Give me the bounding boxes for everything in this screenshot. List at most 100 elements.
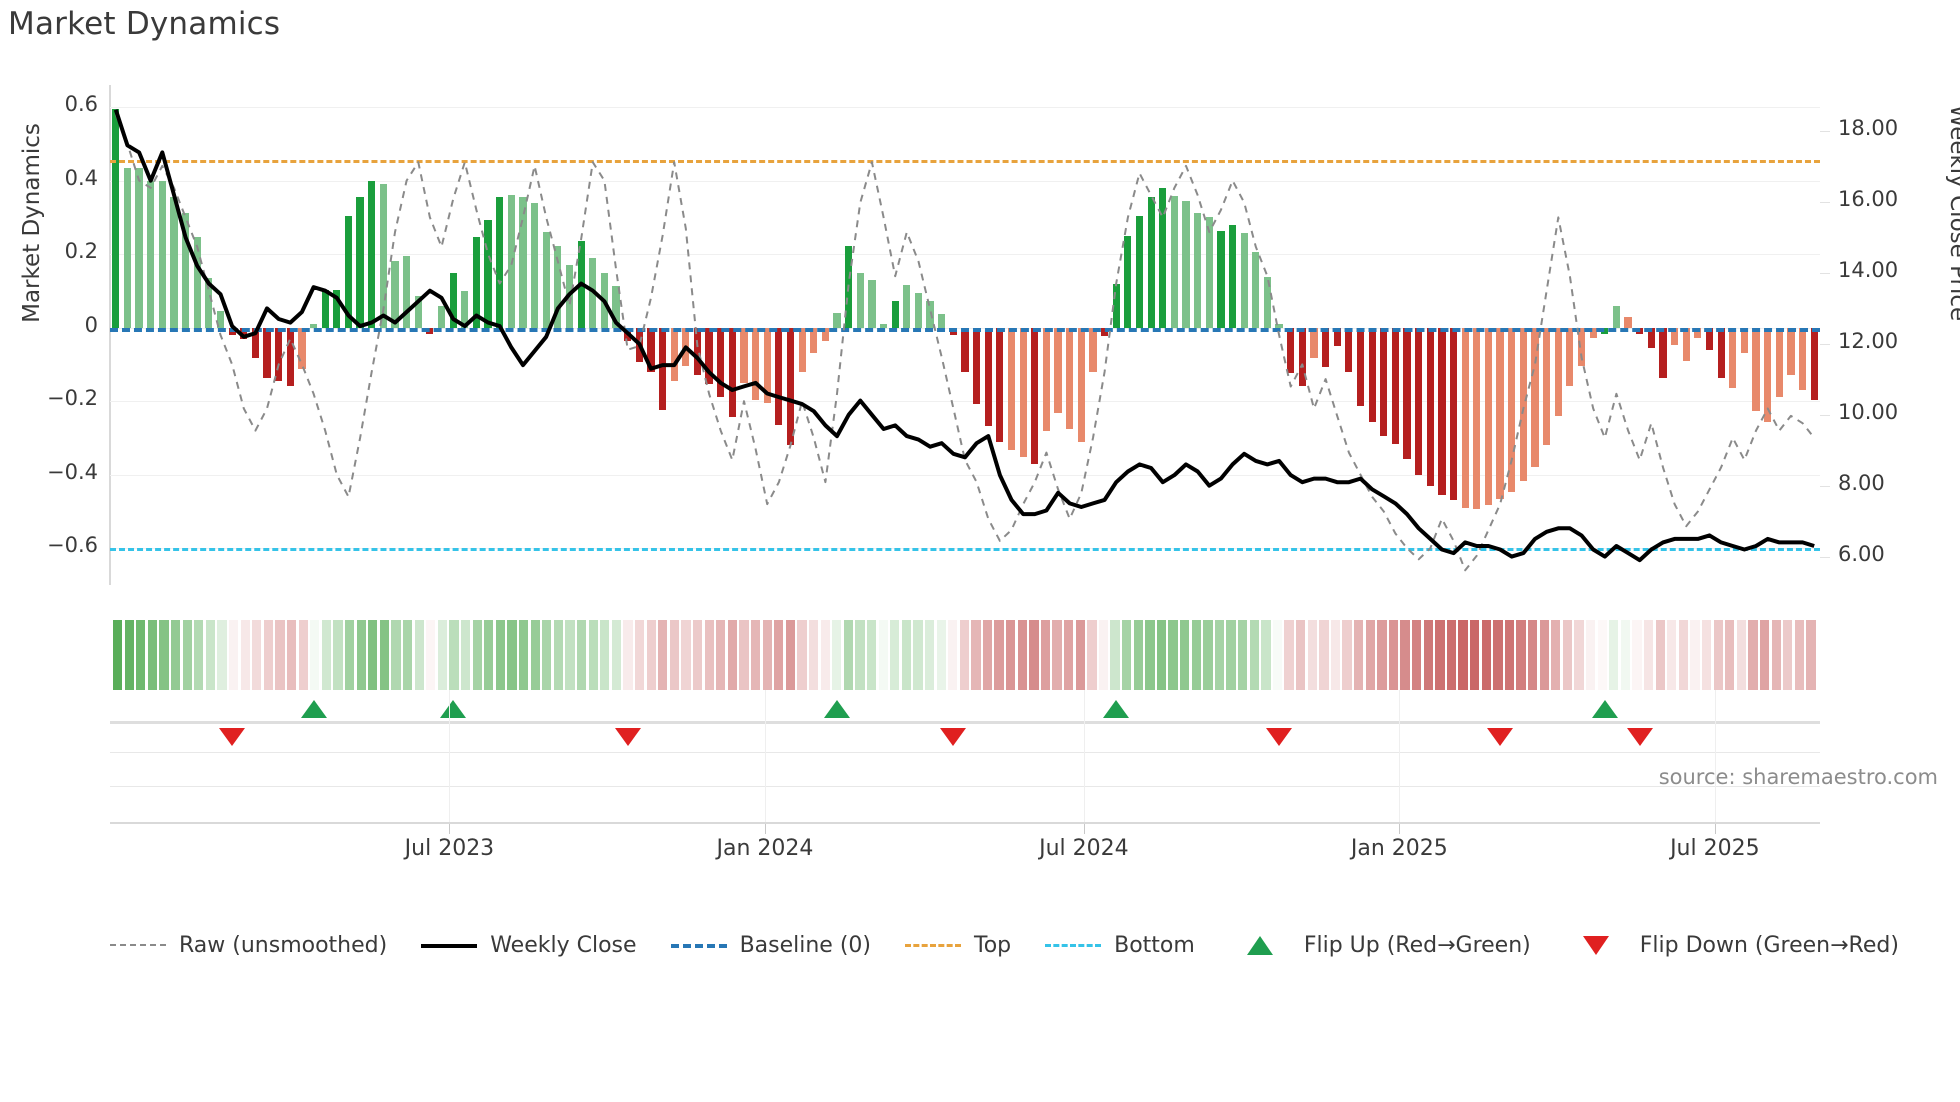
- market-dynamics-bar: [926, 301, 934, 328]
- flip-down-marker-icon[interactable]: [940, 728, 967, 746]
- market-dynamics-bar: [1705, 327, 1714, 350]
- flip-up-marker-icon[interactable]: [824, 700, 851, 718]
- heatmap-cell: [136, 620, 146, 690]
- heatmap-cell: [855, 620, 865, 690]
- heatmap-cell: [1214, 620, 1225, 690]
- heatmap-cell: [797, 620, 807, 690]
- legend-item[interactable]: Flip Up (Red→Green): [1229, 925, 1531, 965]
- heatmap-cell: [275, 620, 285, 690]
- heatmap-cell: [124, 620, 134, 690]
- heatmap-cell: [460, 620, 471, 690]
- heatmap-cell: [1446, 620, 1457, 690]
- heatmap-cell: [611, 620, 621, 690]
- heatmap-cell: [1365, 620, 1375, 690]
- x-axis-tickmark: [764, 824, 766, 834]
- y-axis-left-tick: 0.2: [64, 239, 98, 264]
- market-dynamics-bar: [1345, 327, 1353, 373]
- heatmap-cell: [1504, 620, 1515, 690]
- market-dynamics-bar: [612, 286, 620, 328]
- heatmap-cell: [333, 620, 343, 690]
- market-dynamics-bar: [1682, 327, 1690, 362]
- flip-down-marker-icon[interactable]: [1266, 728, 1293, 746]
- market-dynamics-bar: [1438, 327, 1446, 496]
- flip-down-marker-icon[interactable]: [614, 728, 641, 746]
- heatmap-cell: [588, 620, 598, 690]
- market-dynamics-bar: [1415, 327, 1423, 475]
- x-axis-tick-label: Jan 2024: [716, 836, 814, 861]
- market-dynamics-bar: [1077, 327, 1085, 442]
- heatmap-cell: [1087, 620, 1097, 690]
- heatmap-cell: [1458, 620, 1468, 690]
- legend-item[interactable]: Weekly Close: [421, 925, 637, 965]
- heatmap-cell: [1736, 620, 1747, 690]
- y-axis-left-tick: −0.2: [47, 386, 98, 411]
- heatmap-cell: [750, 620, 761, 690]
- market-dynamics-bar: [1496, 327, 1504, 499]
- legend-label: Weekly Close: [490, 932, 637, 958]
- heatmap-cell: [1539, 620, 1549, 690]
- page-title: Market Dynamics: [8, 6, 281, 42]
- heatmap-cell: [1528, 620, 1538, 690]
- x-axis-tick-label: Jul 2025: [1670, 836, 1760, 861]
- legend-item[interactable]: Top: [905, 925, 1011, 965]
- flip-up-marker-icon[interactable]: [1591, 700, 1618, 718]
- market-dynamics-bar: [344, 216, 353, 328]
- heatmap-cell: [1006, 620, 1016, 690]
- lower-guide-line-2: [110, 786, 1820, 787]
- flip-up-marker-icon[interactable]: [1103, 700, 1130, 718]
- market-dynamics-bar: [1147, 197, 1155, 328]
- market-dynamics-bar: [1554, 327, 1562, 416]
- heatmap-cell: [1609, 620, 1619, 690]
- heatmap-cell: [785, 620, 795, 690]
- market-dynamics-bar: [251, 327, 259, 358]
- heatmap-cell: [379, 620, 390, 690]
- flip-down-marker-icon[interactable]: [1487, 728, 1514, 746]
- heatmap-cell: [1052, 620, 1062, 690]
- market-dynamics-bar: [914, 292, 923, 328]
- market-dynamics-bar: [1612, 306, 1621, 328]
- heatmap-cell: [402, 620, 413, 690]
- legend-item[interactable]: Flip Down (Green→Red): [1565, 925, 1899, 965]
- heatmap-cell: [1377, 620, 1387, 690]
- legend-item[interactable]: Bottom: [1045, 925, 1195, 965]
- y-axis-left-label: Market Dynamics: [19, 123, 45, 323]
- flip-up-marker-icon[interactable]: [300, 700, 327, 718]
- market-dynamics-bar: [903, 285, 911, 328]
- flip-down-marker-icon[interactable]: [1626, 728, 1653, 746]
- market-dynamics-bar: [170, 197, 178, 328]
- heatmap-cell: [1156, 620, 1167, 690]
- heatmap-cell: [1040, 620, 1051, 690]
- market-dynamics-bar: [833, 312, 841, 328]
- legend-item[interactable]: Raw (unsmoothed): [110, 925, 387, 965]
- flip-up-marker-icon[interactable]: [440, 700, 467, 718]
- market-dynamics-bar: [647, 327, 655, 372]
- market-dynamics-bar: [1391, 327, 1399, 444]
- market-dynamics-bar: [1228, 225, 1237, 328]
- x-axis-tick-label: Jul 2024: [1039, 836, 1129, 861]
- heatmap-cell: [286, 620, 297, 690]
- heatmap-cell: [739, 620, 749, 690]
- market-dynamics-bar: [1484, 327, 1493, 506]
- heatmap-cell: [449, 620, 459, 690]
- market-dynamics-bar: [1205, 217, 1213, 328]
- heatmap-cell: [344, 620, 355, 690]
- source-caption: source: sharemaestro.com: [1658, 765, 1938, 789]
- legend-item[interactable]: Baseline (0): [670, 925, 871, 965]
- heatmap-cell: [623, 620, 633, 690]
- gridline: [110, 474, 1820, 476]
- market-dynamics-bar: [147, 181, 155, 328]
- heatmap-cell: [1296, 620, 1306, 690]
- market-dynamics-bar: [530, 202, 539, 328]
- market-dynamics-bar: [1775, 327, 1783, 398]
- heatmap-cell: [774, 620, 784, 690]
- market-dynamics-bar: [309, 323, 318, 328]
- legend-label: Raw (unsmoothed): [179, 932, 388, 958]
- y-axis-right-tick: 14.00: [1838, 257, 1899, 282]
- market-dynamics-bar: [1403, 327, 1411, 460]
- market-dynamics-bar: [973, 327, 981, 405]
- heatmap-cell: [1307, 620, 1317, 690]
- heatmap-cell: [600, 620, 610, 690]
- flip-down-marker-icon[interactable]: [219, 728, 246, 746]
- heatmap-cell: [1725, 620, 1735, 690]
- heatmap-cell: [994, 620, 1004, 690]
